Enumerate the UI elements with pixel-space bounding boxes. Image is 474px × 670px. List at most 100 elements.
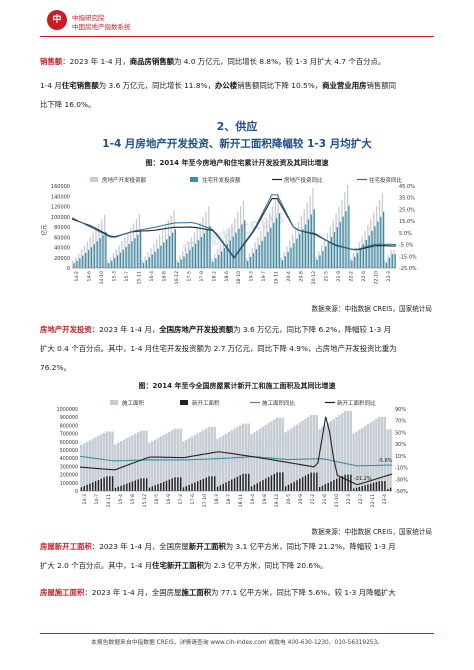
newstart-yoy-annotation: -21.2%	[354, 476, 372, 482]
newstart-bar	[182, 487, 185, 491]
invest-bar	[228, 228, 230, 268]
invest-bar	[196, 227, 198, 268]
text-bold: 商品房销售额	[129, 57, 175, 66]
construction-bar	[315, 415, 318, 491]
newstart-bar	[239, 475, 241, 491]
sales-label: 销售额	[40, 57, 63, 66]
invest-bar	[182, 251, 184, 268]
invest-bar	[257, 236, 259, 268]
invest-bar	[77, 253, 80, 268]
invest-bar	[127, 232, 129, 268]
newstart-bar	[103, 477, 105, 491]
construction-bar	[360, 427, 364, 491]
resi-bar	[362, 244, 365, 268]
construction-bar	[326, 423, 330, 491]
x-tick-label: 20-5	[286, 494, 292, 505]
resi-bar	[252, 253, 255, 268]
newstart-bar	[83, 486, 85, 491]
x-tick-label: 16-4	[149, 271, 155, 282]
newstart-bar	[89, 483, 91, 491]
invest-bar	[167, 220, 169, 268]
resi-bar	[232, 236, 234, 268]
newstart-bar	[100, 478, 102, 491]
resi-bar	[299, 234, 301, 268]
y-tick-label: 300000	[60, 464, 78, 470]
newstart-bar	[327, 482, 329, 491]
construction-bar	[145, 430, 148, 491]
construction-bar	[261, 426, 265, 491]
newstart-bar	[92, 482, 94, 491]
construction-bar	[278, 417, 282, 491]
invest-bar	[280, 257, 282, 268]
invest-bar	[138, 214, 141, 268]
invest-bar	[72, 260, 74, 268]
invest-bar	[297, 222, 300, 268]
resi-bar	[134, 238, 136, 268]
newstart-bar	[97, 479, 100, 491]
resi-bar	[293, 243, 295, 268]
resi-bar	[238, 228, 240, 268]
invest-bar	[251, 247, 253, 268]
newstart-bar	[310, 472, 312, 491]
newstart-bar	[282, 472, 284, 491]
text-span: 扩大 0.4 个百分点。其中，1-4 月住宅开发投资额为 2.7 万亿元，同比下…	[40, 344, 397, 353]
newstart-bar	[154, 485, 156, 491]
y-tick-label: 600000	[60, 440, 78, 446]
resi-bar	[284, 256, 286, 268]
construction-bar	[366, 424, 370, 491]
legend-label: 新开工面积同比	[337, 399, 376, 407]
y2-tick-label: 30%	[395, 442, 406, 448]
resi-bar	[391, 254, 393, 268]
newstart-bar	[259, 481, 261, 491]
newstart-bar	[358, 486, 361, 491]
y-tick-label: 500000	[60, 448, 78, 454]
invest-bar	[190, 237, 193, 268]
construction-bar	[335, 417, 338, 491]
invest-bar	[370, 218, 372, 268]
x-tick-label: 22-2	[348, 271, 354, 282]
resi-bar	[209, 226, 211, 268]
x-tick-label: 23-4	[382, 494, 388, 505]
newstart-bar	[344, 474, 346, 491]
construction-bar	[341, 413, 344, 491]
invest-bar	[153, 243, 155, 268]
newstart-bar	[389, 487, 392, 491]
invest-bar	[364, 230, 366, 268]
newstart-bar	[273, 473, 275, 491]
invest-bar	[292, 234, 294, 268]
text-span: ：2023 年 1-4 月，	[91, 325, 160, 334]
newstart-bar	[185, 486, 188, 491]
new-starts-label: 房屋新开工面积	[40, 542, 92, 551]
newstart-bar	[333, 480, 335, 491]
invest-bar	[86, 241, 88, 268]
text-span: 扩大 2.0 个百分点。其中，1-4 月	[40, 561, 153, 570]
legend-label: 房地产开发投资额	[102, 176, 147, 184]
resi-bar	[235, 232, 237, 268]
construction-bar	[119, 441, 123, 491]
y-tick-label: 80000	[54, 225, 70, 231]
invest-bar	[179, 255, 181, 268]
newstart-bar	[378, 481, 380, 491]
invest-bar	[211, 259, 213, 268]
newstart-bar	[324, 484, 327, 491]
invest-bar	[277, 193, 279, 268]
construction-bar	[270, 421, 273, 491]
x-tick-label: 18-11	[238, 494, 244, 507]
newstart-bar	[287, 484, 290, 491]
resi-bar	[287, 251, 289, 268]
construction-bar	[125, 438, 128, 491]
newstart-bar	[304, 475, 307, 491]
invest-bar	[164, 225, 167, 268]
construction-bar	[100, 434, 103, 491]
newstart-bar	[262, 480, 264, 491]
resi-bar	[382, 211, 385, 268]
x-tick-label: 16-8	[161, 271, 167, 282]
invest-bar	[92, 232, 94, 268]
y-tick-label: 120000	[51, 205, 70, 211]
invest-bar	[283, 251, 285, 268]
construction-bar	[111, 431, 114, 491]
x-tick-label: 15-11	[137, 271, 143, 284]
newstart-bar	[384, 481, 386, 491]
resi-bar	[267, 232, 269, 268]
x-tick-label: 15-3	[112, 271, 118, 282]
